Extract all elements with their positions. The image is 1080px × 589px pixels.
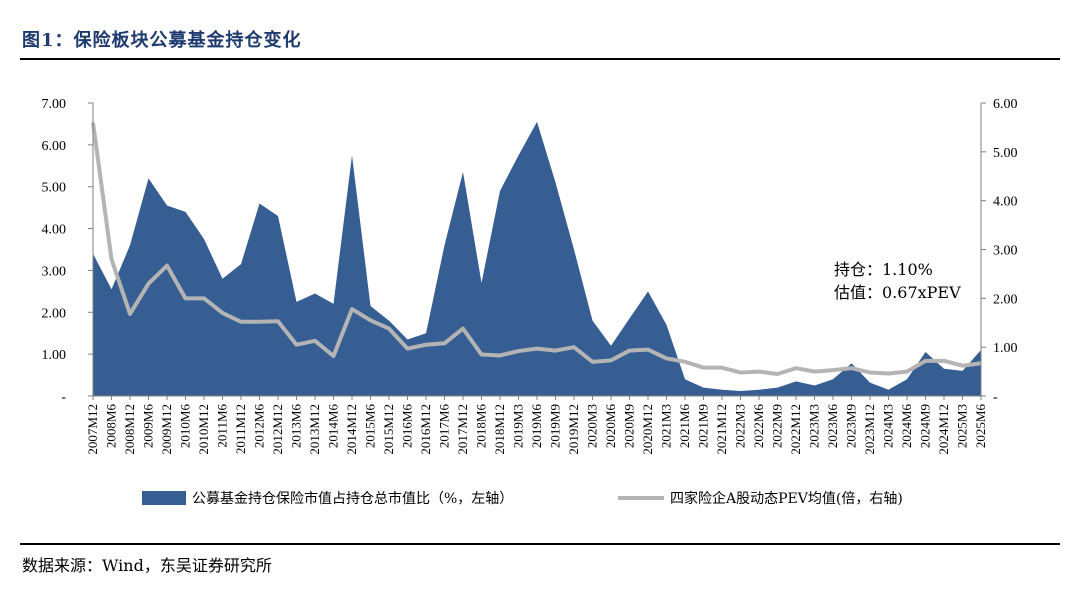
- left-tick-label: -: [61, 390, 66, 405]
- x-tick-label: 2019M3: [511, 404, 526, 448]
- x-tick-label: 2025M3: [955, 404, 970, 448]
- x-tick-label: 2008M6: [104, 404, 119, 449]
- x-tick-label: 2024M3: [881, 404, 896, 448]
- legend-swatch-holding: [142, 491, 186, 505]
- right-tick-label: 6.00: [993, 97, 1018, 112]
- x-tick-label: 2021M6: [677, 404, 692, 449]
- right-tick-label: 2.00: [993, 292, 1018, 307]
- x-tick-label: 2014M12: [344, 404, 359, 455]
- x-tick-label: 2015M6: [363, 404, 378, 449]
- x-tick-label: 2022M9: [770, 404, 785, 448]
- x-tick-label: 2018M6: [474, 404, 489, 449]
- x-tick-label: 2012M6: [252, 404, 267, 449]
- x-tick-label: 2010M12: [196, 404, 211, 455]
- x-tick-label: 2021M9: [696, 404, 711, 448]
- x-tick-label: 2017M6: [437, 404, 452, 449]
- source-note: 数据来源：Wind，东吴证券研究所: [22, 556, 272, 575]
- right-tick-label: -: [993, 390, 998, 405]
- x-tick-label: 2024M6: [899, 404, 914, 449]
- x-tick-label: 2020M9: [622, 404, 637, 448]
- x-tick-label: 2023M3: [807, 404, 822, 448]
- x-tick-label: 2009M6: [141, 404, 156, 449]
- x-tick-label: 2012M12: [270, 404, 285, 455]
- x-tick-label: 2019M6: [529, 404, 544, 449]
- x-tick-label: 2024M12: [936, 404, 951, 455]
- x-tick-label: 2008M12: [122, 404, 137, 455]
- area-series-holding: [93, 121, 981, 396]
- x-tick-label: 2020M3: [585, 404, 600, 448]
- chart: - 1.00 2.00 3.00 4.00 5.00 6.00 7.00 - 1.00 2.00 3.…: [42, 97, 1018, 455]
- left-tick-label: 7.00: [42, 97, 67, 112]
- annotation-holding: 持仓：1.10%: [834, 260, 933, 279]
- line-series-pev: [91, 122, 982, 377]
- left-tick-label: 3.00: [42, 264, 67, 279]
- left-tick-label: 4.00: [42, 223, 67, 238]
- x-tick-label: 2020M6: [603, 404, 618, 449]
- left-tick-label: 1.00: [42, 348, 67, 363]
- right-tick-label: 4.00: [993, 195, 1018, 210]
- x-tick-label: 2021M12: [714, 404, 729, 455]
- legend-item-pev: 四家险企A股动态PEV均值(倍，右轴): [618, 488, 903, 508]
- left-tick-label: 6.00: [42, 139, 67, 154]
- x-tick-label: 2019M9: [548, 404, 563, 448]
- x-tick-label: 2015M12: [381, 404, 396, 455]
- top-rule: [20, 58, 1060, 60]
- x-tick-label: 2011M12: [233, 404, 248, 454]
- chart-legend: 公募基金持仓保险市值占持仓总市值比（%，左轴） 四家险企A股动态PEV均值(倍，…: [0, 488, 1080, 512]
- x-tick-label: 2014M6: [326, 404, 341, 449]
- left-tick-label: 2.00: [42, 306, 67, 321]
- x-tick-label: 2023M12: [862, 404, 877, 455]
- x-tick-label: 2023M6: [825, 404, 840, 449]
- x-tick-label: 2024M9: [918, 404, 933, 448]
- x-tick-label: 2007M12: [85, 404, 100, 455]
- x-tick-label: 2022M12: [788, 404, 803, 455]
- bottom-rule: [20, 543, 1060, 545]
- x-tick-label: 2018M12: [492, 404, 507, 455]
- x-tick-label: 2025M6: [973, 404, 988, 449]
- x-tick-label: 2011M6: [215, 404, 230, 448]
- right-tick-label: 1.00: [993, 341, 1018, 356]
- x-tick-label: 2016M6: [400, 404, 415, 449]
- right-tick-label: 5.00: [993, 146, 1018, 161]
- x-tick-label: 2009M12: [159, 404, 174, 455]
- x-tick-label: 2021M3: [659, 404, 674, 448]
- x-tick-label: 2019M12: [566, 404, 581, 455]
- legend-item-holding: 公募基金持仓保险市值占持仓总市值比（%，左轴）: [142, 488, 513, 508]
- x-tick-label: 2022M6: [751, 404, 766, 449]
- x-tick-label: 2017M12: [455, 404, 470, 455]
- right-tick-label: 3.00: [993, 244, 1018, 259]
- annotation-valuation: 估值：0.67xPEV: [834, 283, 961, 302]
- x-tick-label: 2013M6: [289, 404, 304, 449]
- x-tick-label: 2013M12: [307, 404, 322, 455]
- x-tick-label: 2020M12: [640, 404, 655, 455]
- legend-label-pev: 四家险企A股动态PEV均值(倍，右轴): [670, 491, 903, 507]
- x-tick-label: 2022M3: [733, 404, 748, 448]
- x-tick-label: 2016M12: [418, 404, 433, 455]
- x-tick-label: 2023M9: [844, 404, 859, 448]
- legend-swatch-pev: [618, 496, 664, 500]
- figure-title: 图1：保险板块公募基金持仓变化: [22, 30, 302, 51]
- x-tick-label: 2010M6: [178, 404, 193, 449]
- left-tick-label: 5.00: [42, 181, 67, 196]
- legend-label-holding: 公募基金持仓保险市值占持仓总市值比（%，左轴）: [192, 491, 514, 507]
